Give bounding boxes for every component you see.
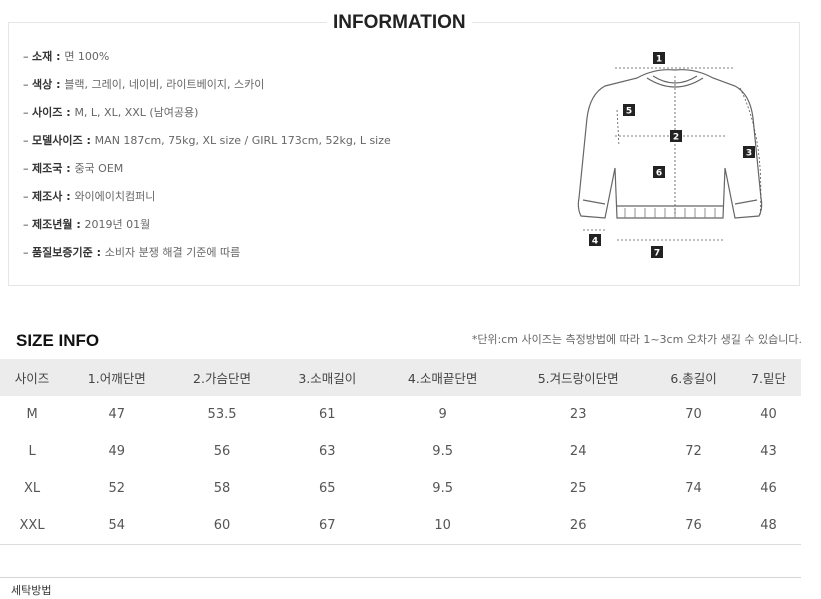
header-cell: 2.가슴단면 [169,359,275,396]
spec-date: – 제조년월 : 2019년 01월 [23,218,151,231]
spec-value: 블랙, 그레이, 네이비, 라이트베이지, 스카이 [64,78,265,91]
table-cell: 26 [505,507,652,545]
table-cell: 63 [319,444,336,459]
spec-value: 면 100% [64,50,110,63]
table-cell: 56 [213,444,231,459]
marker-4: 4 [592,237,598,247]
table-cell: 72 [685,444,702,459]
table-cell: XXL [0,507,65,545]
marker-7: 7 [654,249,660,259]
table-cell: 48 [736,507,801,545]
measure-lines [583,67,762,241]
table-cell: 53.5 [207,407,237,422]
wash-divider [0,577,801,578]
spec-label: 품질보증기준 [32,246,93,259]
spec-label: 제조국 [32,162,63,175]
sweater-outline [577,69,763,219]
table-cell: 70 [685,407,702,422]
header-cell: 1.어깨단면 [64,359,170,396]
table-cell: 23 [569,407,587,422]
table-cell: 65 [319,481,336,496]
table-cell: 40 [760,407,777,422]
marker-2: 2 [673,133,679,143]
spec-country: – 제조국 : 중국 OEM [23,162,124,175]
information-title: INFORMATION [327,11,472,35]
table-cell: 9.5 [432,444,453,459]
table-cell: 46 [760,481,777,496]
table-cell: 25 [569,481,587,496]
spec-value: 와이에이치컴퍼니 [74,190,156,203]
table-cell: 49 [108,444,126,459]
table-cell: M [26,407,38,422]
header-cell: 7.밑단 [736,359,801,396]
spec-label: 모델사이즈 [32,134,83,147]
wash-title: 세탁방법 [11,584,52,597]
table-cell: 54 [64,507,170,545]
spec-label: 제조년월 [32,218,73,231]
table-cell: 74 [685,481,702,496]
table-cell: 47 [108,407,126,422]
header-cell: 5.겨드랑이단면 [505,359,652,396]
table-cell: 58 [213,481,231,496]
table-row: XL 52 58 65 9.5 25 74 46 [0,470,801,507]
spec-value: M, L, XL, XXL (남여공용) [74,106,199,119]
table-cell: 67 [274,507,380,545]
table-cell: 24 [569,444,587,459]
header-cell: 6.총길이 [651,359,737,396]
header-cell: 사이즈 [0,359,65,396]
cuff-ribbing [624,208,716,218]
size-info-title: SIZE INFO [16,331,100,350]
spec-label: 제조사 [32,190,63,203]
spec-material: – 소재 : 면 100% [23,50,110,63]
table-row: L 49 56 63 9.5 24 72 43 [0,433,801,470]
spec-label: 사이즈 [32,106,63,119]
sweater-measurement-diagram: 1 2 3 4 5 6 7 [577,52,763,259]
table-cell: 76 [651,507,737,545]
table-cell: 61 [319,407,336,422]
spec-model-size: – 모델사이즈 : MAN 187cm, 75kg, XL size / GIR… [23,134,391,147]
spec-warranty: – 품질보증기준 : 소비자 분쟁 해결 기준에 따름 [23,246,241,259]
spec-value: MAN 187cm, 75kg, XL size / GIRL 173cm, 5… [94,134,391,147]
table-cell: 60 [169,507,275,545]
spec-color: – 색상 : 블랙, 그레이, 네이비, 라이트베이지, 스카이 [23,78,265,91]
size-info-note: *단위:cm 사이즈는 측정방법에 따라 1~3cm 오차가 생길 수 있습니다… [471,333,802,346]
marker-1: 1 [656,55,662,65]
header-cell: 4.소매끝단면 [379,359,506,396]
table-cell: L [28,444,36,459]
spec-value: 소비자 분쟁 해결 기준에 따름 [104,246,241,259]
marker-6: 6 [656,169,662,179]
measure-markers: 1 2 3 4 5 6 7 [589,52,755,259]
spec-size: – 사이즈 : M, L, XL, XXL (남여공용) [23,106,199,119]
table-row: XXL 54 60 67 10 26 76 48 [0,507,801,545]
table-cell: 10 [379,507,506,545]
marker-5: 5 [626,107,632,117]
header-cell: 3.소매길이 [274,359,380,396]
spec-value: 중국 OEM [74,162,124,175]
table-cell: 43 [760,444,777,459]
marker-3: 3 [746,149,752,159]
spec-label: 소재 [32,50,53,63]
spec-list: – 소재 : 면 100% – 색상 : 블랙, 그레이, 네이비, 라이트베이… [23,46,391,270]
spec-label: 색상 [32,78,53,91]
table-cell: 52 [108,481,126,496]
table-cell: XL [23,481,41,496]
table-cell: 9.5 [432,481,453,496]
spec-manufacturer: – 제조사 : 와이에이치컴퍼니 [23,190,156,203]
size-table: 사이즈 1.어깨단면 2.가슴단면 3.소매길이 4.소매끝단면 5.겨드랑이단… [0,359,801,545]
table-row: M 47 53.5 61 9 23 70 40 [0,396,801,433]
spec-value: 2019년 01월 [84,218,151,231]
table-cell: 9 [438,407,447,422]
size-table-header: 사이즈 1.어깨단면 2.가슴단면 3.소매길이 4.소매끝단면 5.겨드랑이단… [0,359,801,396]
